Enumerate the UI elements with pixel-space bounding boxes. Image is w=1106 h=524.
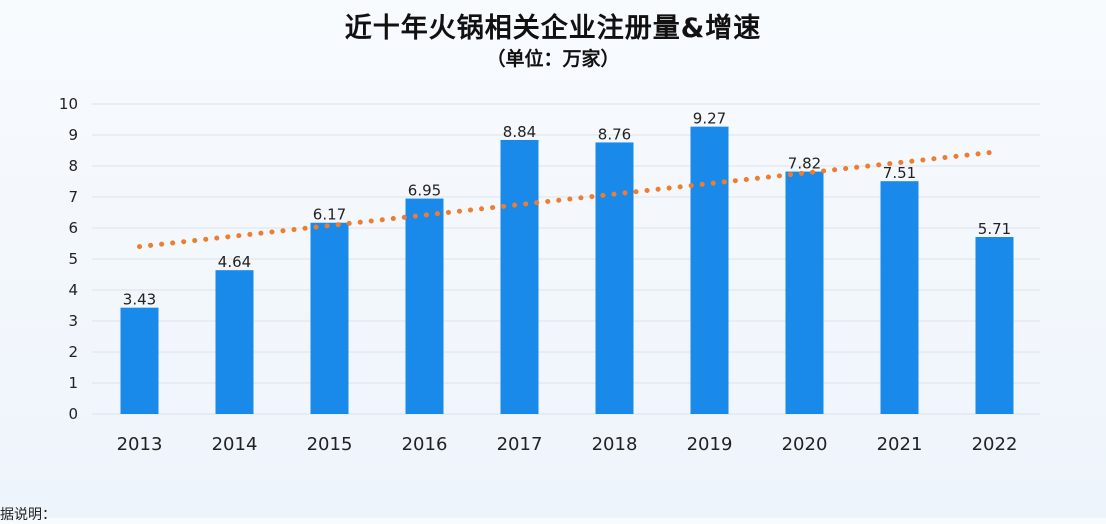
x-tick-label: 2021 bbox=[877, 434, 923, 455]
bar bbox=[405, 198, 444, 414]
y-tick-label: 6 bbox=[68, 219, 78, 237]
bar bbox=[880, 181, 919, 414]
data-label: 4.64 bbox=[218, 253, 251, 271]
data-label: 3.43 bbox=[123, 291, 156, 309]
y-tick-label: 10 bbox=[59, 95, 78, 113]
data-label: 6.95 bbox=[408, 182, 441, 200]
data-label: 5.71 bbox=[978, 220, 1011, 238]
bar bbox=[595, 142, 634, 414]
data-label: 8.76 bbox=[598, 125, 631, 143]
x-tick-label: 2014 bbox=[212, 434, 258, 455]
data-label: 7.82 bbox=[788, 155, 821, 173]
x-tick-label: 2020 bbox=[782, 434, 828, 455]
bar bbox=[120, 307, 159, 414]
data-labels: 3.43 4.64 6.17 6.95 8.84 8.76 9.27 7.82 7.51 5.71 bbox=[123, 110, 1011, 309]
trendline-path bbox=[137, 149, 997, 250]
data-label: 9.27 bbox=[693, 110, 726, 128]
bar bbox=[785, 171, 824, 414]
bars bbox=[120, 126, 1014, 414]
y-tick-label: 7 bbox=[68, 188, 78, 206]
x-tick-label: 2022 bbox=[972, 434, 1018, 455]
x-tick-label: 2018 bbox=[592, 434, 638, 455]
x-tick-label: 2019 bbox=[687, 434, 733, 455]
y-tick-label: 2 bbox=[68, 343, 78, 361]
bar bbox=[500, 139, 539, 414]
bar bbox=[215, 270, 254, 414]
x-tick-label: 2016 bbox=[402, 434, 448, 455]
y-tick-label: 1 bbox=[68, 374, 78, 392]
data-note: 数据说明： bbox=[0, 507, 56, 523]
chart-subtitle: （单位：万家） bbox=[486, 48, 620, 70]
bar bbox=[690, 126, 729, 414]
y-axis: 0 1 2 3 4 5 6 7 8 9 10 bbox=[59, 95, 78, 423]
y-tick-label: 4 bbox=[68, 281, 78, 299]
data-label: 8.84 bbox=[503, 123, 536, 141]
bar bbox=[975, 236, 1014, 414]
x-tick-label: 2015 bbox=[307, 434, 353, 455]
y-tick-label: 0 bbox=[68, 405, 78, 423]
bar bbox=[310, 222, 349, 414]
x-tick-label: 2013 bbox=[117, 434, 163, 455]
data-label: 6.17 bbox=[313, 206, 346, 224]
y-tick-label: 3 bbox=[68, 312, 78, 330]
y-tick-label: 5 bbox=[68, 250, 78, 268]
x-tick-label: 2017 bbox=[497, 434, 543, 455]
x-axis: 2013 2014 2015 2016 2017 2018 2019 2020 2021 2022 bbox=[117, 434, 1018, 455]
chart-title: 近十年火锅相关企业注册量&增速 bbox=[344, 13, 762, 44]
trendline bbox=[137, 149, 997, 250]
y-tick-label: 8 bbox=[68, 157, 78, 175]
y-tick-label: 9 bbox=[68, 126, 78, 144]
data-label: 7.51 bbox=[883, 164, 916, 182]
